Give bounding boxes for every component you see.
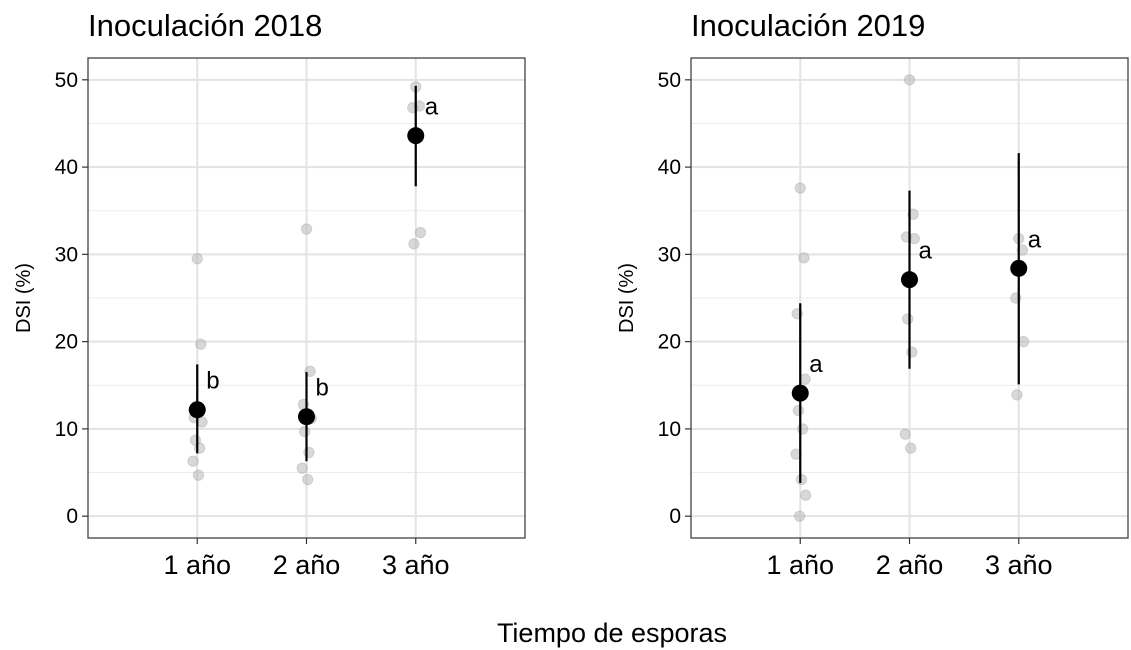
- raw-data-point: [796, 423, 809, 435]
- x-axis-title: Tiempo de esporas: [497, 618, 727, 648]
- significance-letter: b: [206, 368, 219, 395]
- raw-data-point: [799, 489, 812, 501]
- raw-data-point: [303, 446, 315, 459]
- raw-data-point: [414, 226, 427, 239]
- raw-data-point: [193, 442, 206, 454]
- significance-letter: a: [809, 351, 823, 378]
- raw-data-point: [905, 442, 917, 454]
- mean-point: [407, 127, 425, 145]
- raw-data-point: [187, 455, 199, 467]
- raw-data-point: [902, 313, 914, 325]
- y-tick-label: 20: [55, 331, 78, 354]
- x-tick-label: 3 año: [382, 550, 450, 580]
- mean-point: [791, 384, 809, 402]
- significance-letter: a: [919, 238, 933, 265]
- raw-data-point: [906, 346, 918, 358]
- raw-data-point: [899, 428, 911, 440]
- raw-data-point: [1011, 389, 1023, 401]
- y-tick-label: 50: [55, 69, 78, 92]
- raw-data-point: [191, 253, 203, 265]
- x-tick-label: 2 año: [273, 550, 341, 580]
- x-tick-label: 3 año: [985, 550, 1053, 580]
- raw-data-point: [798, 252, 810, 264]
- y-tick-label: 10: [55, 418, 78, 441]
- x-tick-label: 1 año: [766, 550, 834, 580]
- raw-data-point: [300, 223, 313, 235]
- significance-letter: a: [1028, 226, 1042, 253]
- y-tick-label: 30: [55, 243, 78, 266]
- y-axis-title: DSI (%): [13, 263, 35, 333]
- raw-data-point: [408, 238, 420, 250]
- raw-data-point: [195, 338, 207, 350]
- raw-data-point: [794, 182, 806, 194]
- raw-data-point: [302, 473, 314, 486]
- y-tick-label: 0: [669, 505, 681, 528]
- raw-data-point: [903, 74, 916, 86]
- y-tick-label: 10: [658, 418, 681, 441]
- x-tick-label: 2 año: [876, 550, 944, 580]
- panel-inoculacion-2019: 0 10 20 30 40 50 1 año 2 año 3 año a a a Inoculación…: [616, 8, 1129, 580]
- mean-point: [901, 271, 918, 289]
- raw-data-point: [795, 473, 808, 486]
- y-tick-label: 30: [658, 243, 681, 266]
- raw-data-point: [792, 404, 805, 417]
- raw-data-point: [1017, 335, 1030, 348]
- significance-letter: b: [316, 375, 329, 402]
- y-tick-label: 20: [658, 331, 681, 354]
- mean-point: [188, 401, 206, 419]
- y-tick-label: 40: [55, 156, 78, 179]
- y-tick-label: 50: [658, 69, 681, 92]
- raw-data-point: [299, 425, 311, 438]
- panel-title: Inoculación 2019: [691, 8, 925, 43]
- raw-data-point: [793, 510, 806, 522]
- panel-inoculacion-2018: 0 10 20 30 40 50 1 año 2 año 3 año b b a Inoculación…: [13, 8, 526, 580]
- y-tick-label: 40: [658, 156, 681, 179]
- mean-point: [298, 408, 315, 426]
- x-tick-label: 1 año: [163, 550, 231, 580]
- raw-data-point: [196, 416, 208, 428]
- raw-data-point: [296, 462, 308, 474]
- panel-title: Inoculación 2018: [88, 8, 322, 43]
- raw-data-point: [192, 469, 205, 481]
- significance-letter: a: [425, 94, 439, 121]
- y-axis-title: DSI (%): [616, 263, 638, 333]
- mean-point: [1010, 259, 1028, 277]
- y-tick-label: 0: [66, 505, 78, 528]
